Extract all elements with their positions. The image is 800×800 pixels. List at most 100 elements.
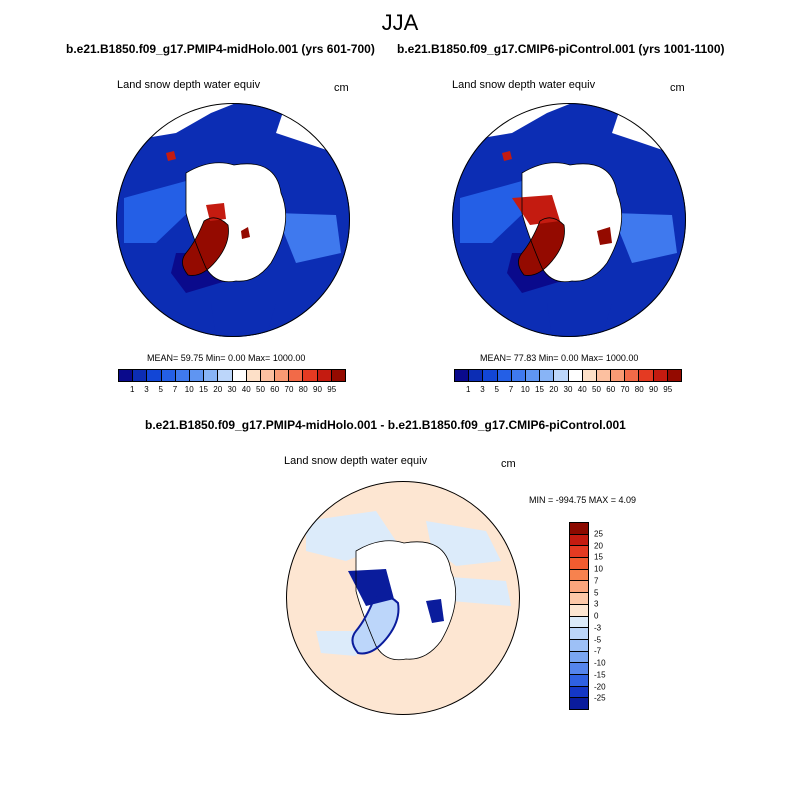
panel-1-colorbar-tick-label: 80 [298, 385, 308, 394]
panel-2-colorbar-swatch [611, 370, 626, 381]
panel-1-colorbar-tick-label: 70 [284, 385, 294, 394]
panel-2-colorbar-swatch [525, 370, 541, 381]
panel-2-colorbar-tick-label: 60 [606, 385, 616, 394]
diff-colorbar-tick-label: 0 [594, 611, 599, 621]
panel-2-units: cm [670, 82, 685, 94]
panel-1-colorbar-swatch [331, 370, 345, 381]
panel-2-colorbar-swatch [596, 370, 612, 381]
panel-1-colorbar-tick-label: 7 [172, 385, 178, 394]
diff-colorbar-swatch [570, 698, 588, 709]
panel-2-colorbar-swatch [667, 370, 681, 381]
diff-colorbar-tick-label: -3 [594, 623, 602, 633]
diff-colorbar-swatch [570, 546, 588, 559]
panel-2-colorbar-tick-label: 5 [494, 385, 499, 394]
panel-2-colorbar-tick-label: 30 [563, 385, 573, 394]
diff-colorbar-swatch [570, 558, 588, 570]
diff-colorbar-tick-label: -15 [594, 670, 606, 680]
panel-2-stats: MEAN= 77.83 Min= 0.00 Max= 1000.00 [480, 353, 639, 363]
panel-2-colorbar-tick-label: 90 [649, 385, 658, 394]
panel-1-colorbar-swatch [204, 370, 219, 381]
panel-1-colorbar-tick-label: 5 [158, 385, 163, 394]
panel-1-colorbar-tick-label: 3 [144, 385, 149, 394]
diff-colorbar-swatch [570, 686, 588, 699]
panel-2-colorbar: 1 3 5 7 10 15 20 30 40 50 60 70 80 90 95 [454, 369, 682, 394]
panel-1-colorbar: 1 3 5 7 10 15 20 30 40 50 60 70 80 90 95 [118, 369, 346, 394]
panel-1-colorbar-swatch [218, 370, 233, 381]
diff-colorbar-tick-label: -25 [594, 693, 606, 703]
panel-1-variable: Land snow depth water equiv [117, 79, 261, 91]
panel-1-colorbar-swatch [289, 370, 304, 381]
panel-1-colorbar-tick-label: 90 [313, 385, 322, 394]
panel-1-colorbar-swatch [189, 370, 205, 381]
panel-2-colorbar-swatch [469, 370, 484, 381]
diff-colorbar-tick-label: 3 [594, 599, 599, 609]
diff-colorbar-tick-label: 15 [594, 552, 603, 562]
diff-colorbar-swatch [570, 581, 588, 594]
panel-1-colorbar-swatch [317, 370, 332, 381]
panel-2-map [452, 103, 686, 337]
diff-panel-variable: Land snow depth water equiv [284, 455, 428, 467]
diff-colorbar-tick-label: 7 [594, 576, 599, 586]
diff-colorbar-swatch [570, 593, 588, 605]
panel-1-units: cm [334, 82, 349, 94]
diff-colorbar-tick-label: 10 [594, 564, 603, 574]
panel-2-colorbar-tick-label: 80 [634, 385, 644, 394]
diff-colorbar-swatch [570, 534, 588, 547]
panel-2-colorbar-tick-label: 70 [620, 385, 630, 394]
panel-1-colorbar-tick-label: 50 [256, 385, 265, 394]
panel-1-colorbar-swatch [133, 370, 148, 381]
panel-2-colorbar-swatch [653, 370, 668, 381]
panel-2-title: b.e21.B1850.f09_g17.CMIP6-piControl.001 … [397, 42, 725, 56]
panel-1-colorbar-tick-label: 60 [270, 385, 280, 394]
panel-1-colorbar-swatch [161, 370, 176, 381]
panel-1-colorbar-tick-label: 15 [199, 385, 208, 394]
diff-panel-title: b.e21.B1850.f09_g17.PMIP4-midHolo.001 - … [145, 418, 626, 432]
diff-colorbar-swatch [570, 628, 588, 640]
panel-2-colorbar-tick-label: 40 [577, 385, 587, 394]
panel-2-colorbar-tick-label: 20 [549, 385, 559, 394]
diff-colorbar-tick-label: -7 [594, 646, 602, 656]
panel-2-variable: Land snow depth water equiv [452, 79, 596, 91]
diff-colorbar-swatch [570, 523, 588, 535]
panel-2-colorbar-swatch [483, 370, 498, 381]
panel-1-colorbar-tick-label: 30 [227, 385, 237, 394]
diff-panel-map [286, 481, 520, 715]
panel-1-colorbar-swatch [303, 370, 318, 381]
panel-2-colorbar-swatch [568, 370, 583, 381]
diff-colorbar-swatch [570, 663, 588, 675]
panel-1-stats: MEAN= 59.75 Min= 0.00 Max= 1000.00 [147, 353, 306, 363]
panel-1-colorbar-swatch [119, 370, 134, 381]
panel-2-colorbar-tick-label: 1 [466, 385, 471, 394]
diff-colorbar-tick-label: -5 [594, 635, 602, 644]
panel-1-colorbar-swatch [232, 370, 247, 381]
panel-1-colorbar-swatch [275, 370, 290, 381]
panel-1-colorbar-swatch [260, 370, 276, 381]
panel-1-colorbar-tick-label: 20 [213, 385, 223, 394]
panel-2-colorbar-swatch [455, 370, 470, 381]
figure-title: JJA [381, 10, 419, 35]
diff-colorbar-swatch [570, 616, 588, 629]
panel-2-colorbar-tick-label: 7 [508, 385, 514, 394]
panel-2-colorbar-tick-label: 95 [663, 385, 673, 394]
panel-2-colorbar-tick-label: 3 [480, 385, 485, 394]
diff-colorbar-swatch [570, 639, 588, 652]
panel-2-colorbar-swatch [511, 370, 526, 381]
panel-1-map [116, 103, 350, 337]
panel-2-colorbar-swatch [497, 370, 512, 381]
diff-colorbar-tick-label: 25 [594, 529, 603, 539]
diff-colorbar-swatch [570, 569, 588, 582]
panel-2-colorbar-tick-label: 50 [592, 385, 601, 394]
panel-2-colorbar-swatch [540, 370, 555, 381]
panel-1-title: b.e21.B1850.f09_g17.PMIP4-midHolo.001 (y… [66, 42, 375, 56]
diff-colorbar [569, 522, 589, 710]
panel-1-colorbar-tick-label: 1 [130, 385, 135, 394]
diff-colorbar-ticks: 25 20 15 10 7 5 3 0 -3 -5 -7 -10 -15 -20 -25 [594, 522, 624, 710]
panel-1-colorbar-tick-label: 10 [184, 385, 194, 394]
panel-1-colorbar-swatch [147, 370, 162, 381]
panel-2-colorbar-tick-label: 15 [535, 385, 544, 394]
panel-2-colorbar-swatch [582, 370, 597, 381]
diff-colorbar-tick-label: -20 [594, 682, 606, 691]
panel-2-colorbar-swatch [625, 370, 640, 381]
panel-2-colorbar-tick-label: 10 [520, 385, 530, 394]
diff-colorbar-tick-label: 20 [594, 541, 603, 550]
